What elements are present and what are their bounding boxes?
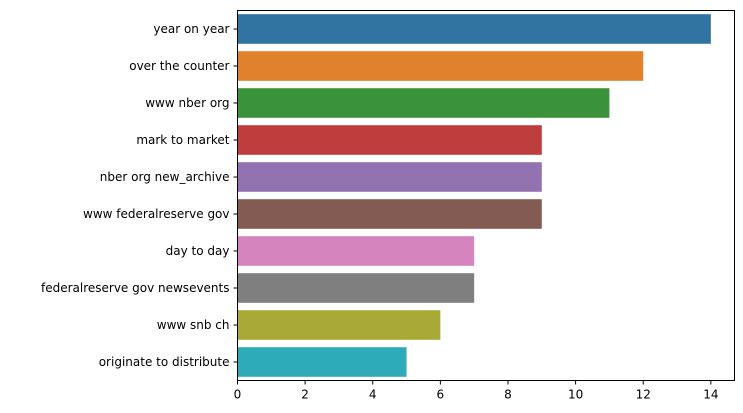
bar-mark-to-market: [237, 125, 542, 155]
y-tick-label: originate to distribute: [99, 355, 230, 369]
x-tick-label: 8: [504, 388, 512, 402]
bar-www-nber-org: [237, 88, 610, 118]
y-tick-label: day to day: [166, 244, 230, 258]
x-tick-label: 4: [369, 388, 377, 402]
bar-year-on-year: [237, 14, 711, 44]
y-tick-label: mark to market: [136, 133, 229, 147]
bar-www-snb-ch: [237, 310, 441, 340]
y-tick-label: www federalreserve gov: [83, 207, 229, 221]
bar-day-to-day: [237, 236, 475, 266]
x-tick-label: 6: [437, 388, 445, 402]
bars-group: [237, 14, 711, 377]
y-tick-label: www snb ch: [157, 318, 230, 332]
y-tick-label: year on year: [153, 22, 229, 36]
bar-federalreserve-gov-newsevents: [237, 273, 475, 303]
y-tick-label: nber org new_archive: [100, 170, 230, 184]
y-tick-labels: year on year over the counter www nber org…: [41, 22, 238, 369]
y-tick-label: federalreserve gov newsevents: [41, 281, 230, 295]
plot-frame: [237, 10, 735, 381]
x-tick-label: 0: [234, 388, 242, 402]
x-tick-label: 2: [301, 388, 309, 402]
bar-over-the-counter: [237, 51, 644, 81]
x-tick-label: 10: [568, 388, 583, 402]
bar-www-federalreserve-gov: [237, 199, 542, 229]
y-tick-label: www nber org: [145, 96, 229, 110]
y-tick-label: over the counter: [129, 59, 229, 73]
bar-originate-to-distribute: [237, 347, 407, 377]
x-tick-label: 12: [636, 388, 651, 402]
x-axis: 0 2 4 6 8 10 12 14: [234, 380, 718, 402]
x-tick-label: 14: [703, 388, 718, 402]
bar-nber-org-new-archive: [237, 162, 542, 192]
